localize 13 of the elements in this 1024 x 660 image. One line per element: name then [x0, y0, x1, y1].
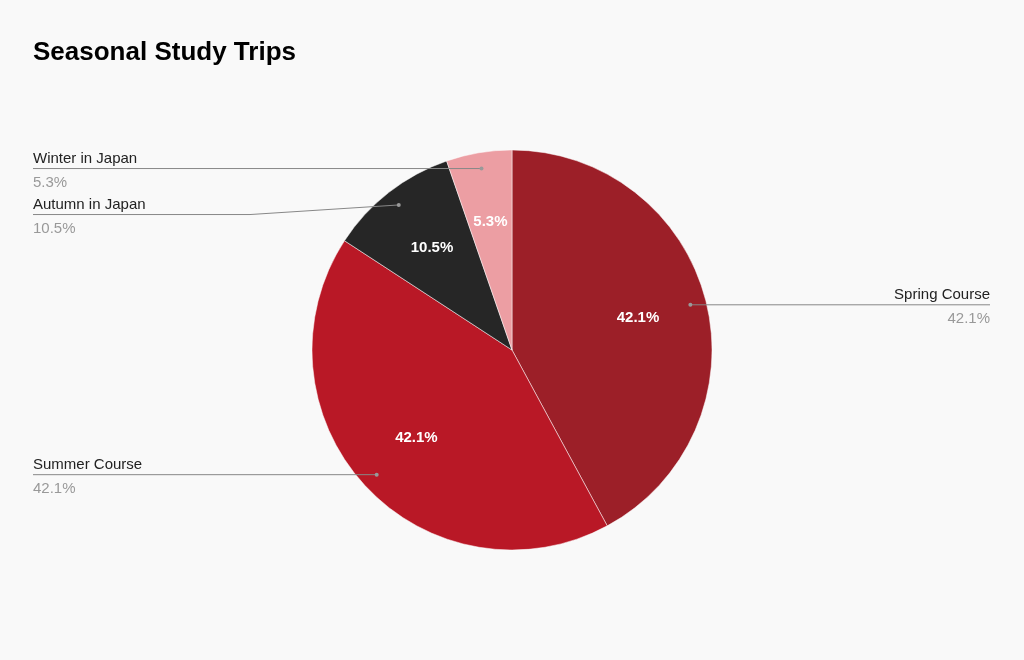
chart-title: Seasonal Study Trips — [33, 36, 296, 66]
slice-label: Winter in Japan — [33, 148, 138, 166]
slice-label: Summer Course — [33, 454, 143, 472]
text: 42.1% — [33, 478, 76, 496]
text: 42.1% — [947, 308, 990, 326]
data-label: 42.1% — [616, 308, 660, 326]
text: 10.5% — [33, 218, 76, 236]
slice-label: Spring Course — [894, 284, 990, 302]
data-label: 10.5% — [410, 237, 454, 255]
data-label: 42.1% — [395, 428, 438, 446]
slice-label: Autumn in Japan — [33, 194, 146, 212]
data-label: 5.3% — [473, 211, 508, 229]
text: 5.3% — [33, 172, 68, 190]
